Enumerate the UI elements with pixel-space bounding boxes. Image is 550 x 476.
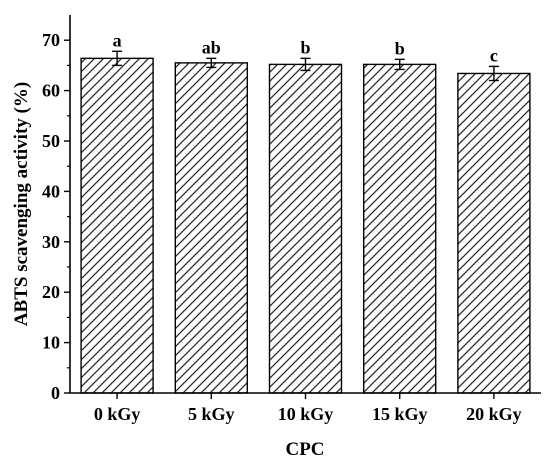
bar-1 <box>174 62 249 394</box>
y-tick-label-5: 50 <box>42 131 60 151</box>
significance-label-4: c <box>490 45 498 65</box>
bar-4 <box>457 72 531 394</box>
x-tick-label-1: 5 kGy <box>188 404 235 424</box>
bar-3 <box>363 63 437 394</box>
y-tick-label-7: 70 <box>42 30 60 50</box>
y-tick-label-3: 30 <box>42 232 60 252</box>
significance-label-2: b <box>300 37 310 57</box>
bar-0 <box>80 57 154 394</box>
bar-2 <box>268 63 343 394</box>
y-tick-label-0: 0 <box>51 383 60 403</box>
x-tick-label-3: 15 kGy <box>372 404 428 424</box>
y-tick-label-6: 60 <box>42 81 60 101</box>
significance-label-3: b <box>395 38 405 58</box>
x-axis-title: CPC <box>285 439 324 460</box>
x-tick-label-2: 10 kGy <box>278 404 334 424</box>
x-tick-label-0: 0 kGy <box>94 404 141 424</box>
y-tick-label-1: 10 <box>42 333 60 353</box>
x-tick-label-4: 20 kGy <box>466 404 522 424</box>
significance-label-1: ab <box>202 37 221 57</box>
y-tick-label-2: 20 <box>42 282 60 302</box>
y-tick-label-4: 40 <box>42 181 60 201</box>
y-axis-title: ABTS scavenging activity (%) <box>11 82 32 326</box>
significance-label-0: a <box>113 30 122 50</box>
